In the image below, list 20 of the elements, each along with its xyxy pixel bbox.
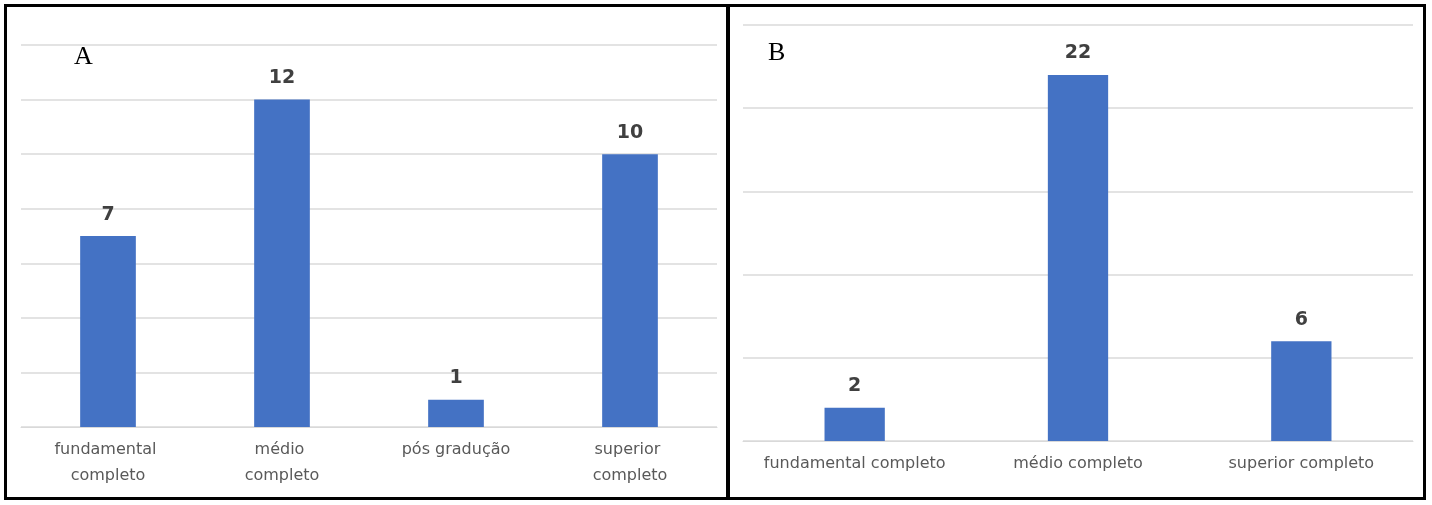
x-tick-label: fundamental completo [54,438,162,484]
x-tick-label: superior completo [592,438,668,484]
data-label: 22 [1064,40,1092,63]
data-label: 6 [1294,306,1308,329]
data-label: 10 [616,119,644,142]
data-label: 2 [848,373,862,396]
x-tick-label: superior completo [1228,452,1375,472]
chart-title: A [74,40,93,70]
x-tick-label: pós gradução [401,438,511,458]
bar [80,236,136,427]
x-tick-label: médio completo [1013,452,1143,472]
x-tick-label: médio completo [244,438,320,484]
bar [428,399,484,427]
data-label: 12 [268,65,296,88]
bar [254,99,310,427]
x-tick-label: fundamental completo [763,452,946,472]
data-label: 1 [449,365,463,388]
bar [602,154,658,427]
chart-title: B [768,36,786,66]
data-label: 7 [101,201,115,224]
